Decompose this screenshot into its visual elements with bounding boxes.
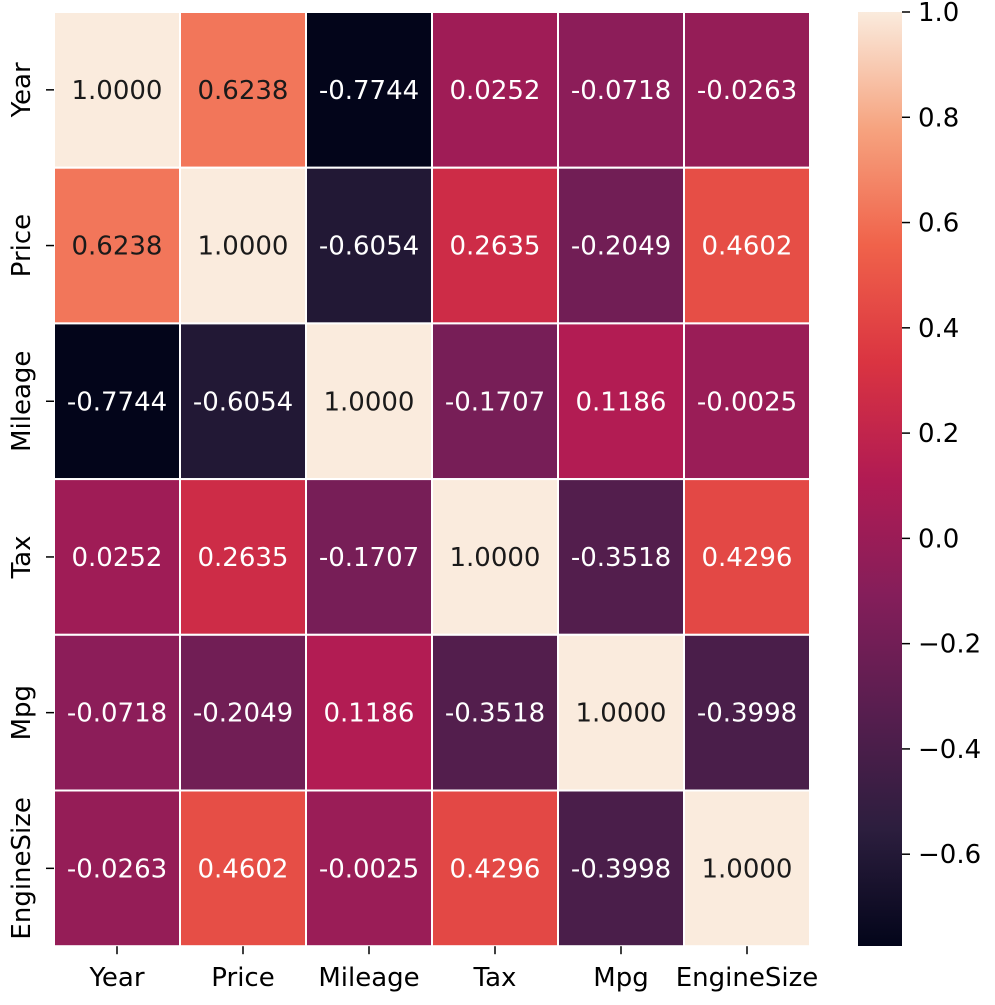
heatmap-cell-value: 0.4296: [702, 543, 793, 573]
heatmap-cell: [683, 322, 811, 481]
heatmap-cell-value: 0.4602: [198, 854, 289, 884]
heatmap-cell-value: -0.2049: [193, 699, 293, 729]
heatmap-cell-value: -0.3998: [697, 699, 797, 729]
heatmap-cell: [179, 11, 307, 169]
heatmap-cell: [431, 633, 559, 792]
heatmap-cell: [557, 478, 685, 636]
colorbar-tick-label: 0.6: [918, 209, 959, 239]
heatmap-cell: [53, 11, 181, 169]
y-axis-ticks: Year Price Mileage Tax Mpg EngineSize: [7, 62, 54, 940]
heatmap-cell-value: 1.0000: [324, 387, 415, 417]
heatmap-cell-value: -0.1707: [445, 387, 545, 417]
y-tick-label: Price: [7, 214, 37, 277]
colorbar-tick-label: 0.4: [918, 314, 959, 344]
colorbar-tick-label: −0.2: [918, 630, 981, 660]
heatmap-cell-value: -0.7744: [319, 76, 419, 106]
heatmap-cell: [53, 478, 181, 636]
heatmap-cell: [431, 11, 559, 169]
heatmap-cell: [179, 478, 307, 636]
y-tick-label: EngineSize: [7, 797, 37, 939]
heatmap-cell-value: 1.0000: [72, 76, 163, 106]
heatmap-cell-value: 0.0252: [72, 543, 163, 573]
heatmap-cell: [557, 633, 685, 792]
heatmap-cell: [683, 633, 811, 792]
heatmap-cell-value: 0.1186: [576, 387, 667, 417]
heatmap-cells: [53, 11, 811, 948]
colorbar: 1.0 0.8 0.6 0.4 0.2 0.0 −0.2 −0.4 −0.6: [858, 0, 981, 946]
x-tick-label: Mpg: [593, 963, 648, 993]
heatmap-cell-value: 0.2635: [450, 232, 541, 262]
heatmap-cell-value: -0.3998: [571, 854, 671, 884]
x-tick-label: Year: [88, 963, 144, 993]
heatmap-cell: [683, 478, 811, 636]
colorbar-gradient: [858, 12, 902, 946]
heatmap-cell-value: -0.0263: [697, 76, 797, 106]
heatmap-cell-value: -0.0718: [571, 76, 671, 106]
heatmap-cell-value: -0.0025: [319, 854, 419, 884]
colorbar-tick-label: 0.0: [918, 524, 959, 554]
heatmap-cell: [557, 789, 685, 948]
y-tick-label: Tax: [7, 535, 37, 579]
heatmap-cell-value: 0.0252: [450, 76, 541, 106]
y-tick-label: Year: [7, 62, 37, 118]
colorbar-tick-label: −0.4: [918, 735, 981, 765]
heatmap-cell-value: -0.0263: [67, 854, 167, 884]
heatmap-cell: [683, 11, 811, 169]
heatmap-cell-value: 1.0000: [450, 543, 541, 573]
heatmap-cell-value: 0.4296: [450, 854, 541, 884]
heatmap-cell: [431, 322, 559, 481]
heatmap-cell-value: 1.0000: [576, 699, 667, 729]
heatmap-cell-value: 0.6238: [198, 76, 289, 106]
heatmap-cell: [557, 322, 685, 481]
heatmap-cell: [683, 789, 811, 948]
heatmap-cell-values: 1.0000 0.6238 -0.7744 0.0252 -0.0718 -0.0263 0…: [67, 76, 797, 884]
x-tick-label: Tax: [473, 963, 517, 993]
x-tick-label: Price: [211, 963, 274, 993]
heatmap-cell: [53, 633, 181, 792]
heatmap-cell: [305, 11, 433, 169]
y-tick-label: Mpg: [7, 685, 37, 740]
heatmap-cell-value: 0.2635: [198, 543, 289, 573]
heatmap-cell: [431, 166, 559, 325]
colorbar-tick-label: 0.2: [918, 419, 959, 449]
heatmap-cell: [179, 166, 307, 325]
colorbar-tick-label: −0.6: [918, 840, 981, 870]
heatmap-cell: [305, 478, 433, 636]
heatmap-cell-value: -0.2049: [571, 232, 671, 262]
heatmap-cell-value: -0.6054: [193, 387, 293, 417]
heatmap-cell-value: -0.3518: [571, 543, 671, 573]
colorbar-tick-label: 1.0: [918, 0, 959, 28]
heatmap-cell: [53, 789, 181, 948]
heatmap-cell: [305, 633, 433, 792]
heatmap-cell-value: 0.4602: [702, 232, 793, 262]
heatmap-cell-value: 0.6238: [72, 232, 163, 262]
heatmap-cell-value: -0.0025: [697, 387, 797, 417]
x-axis-ticks: Year Price Mileage Tax Mpg EngineSize: [88, 946, 818, 993]
heatmap-cell-value: 0.1186: [324, 699, 415, 729]
colorbar-tick-label: 0.8: [918, 103, 959, 133]
heatmap-cell-value: -0.0718: [67, 699, 167, 729]
heatmap-cell-value: -0.1707: [319, 543, 419, 573]
x-tick-label: Mileage: [318, 963, 419, 993]
x-tick-label: EngineSize: [676, 963, 818, 993]
heatmap-cell-value: 1.0000: [702, 854, 793, 884]
heatmap-cell: [179, 322, 307, 481]
heatmap-cell: [431, 478, 559, 636]
heatmap-cell: [683, 166, 811, 325]
heatmap-cell-value: -0.6054: [319, 232, 419, 262]
y-tick-label: Mileage: [7, 351, 37, 452]
heatmap-cell-value: -0.7744: [67, 387, 167, 417]
heatmap-cell-value: 1.0000: [198, 232, 289, 262]
heatmap-cell-value: -0.3518: [445, 699, 545, 729]
